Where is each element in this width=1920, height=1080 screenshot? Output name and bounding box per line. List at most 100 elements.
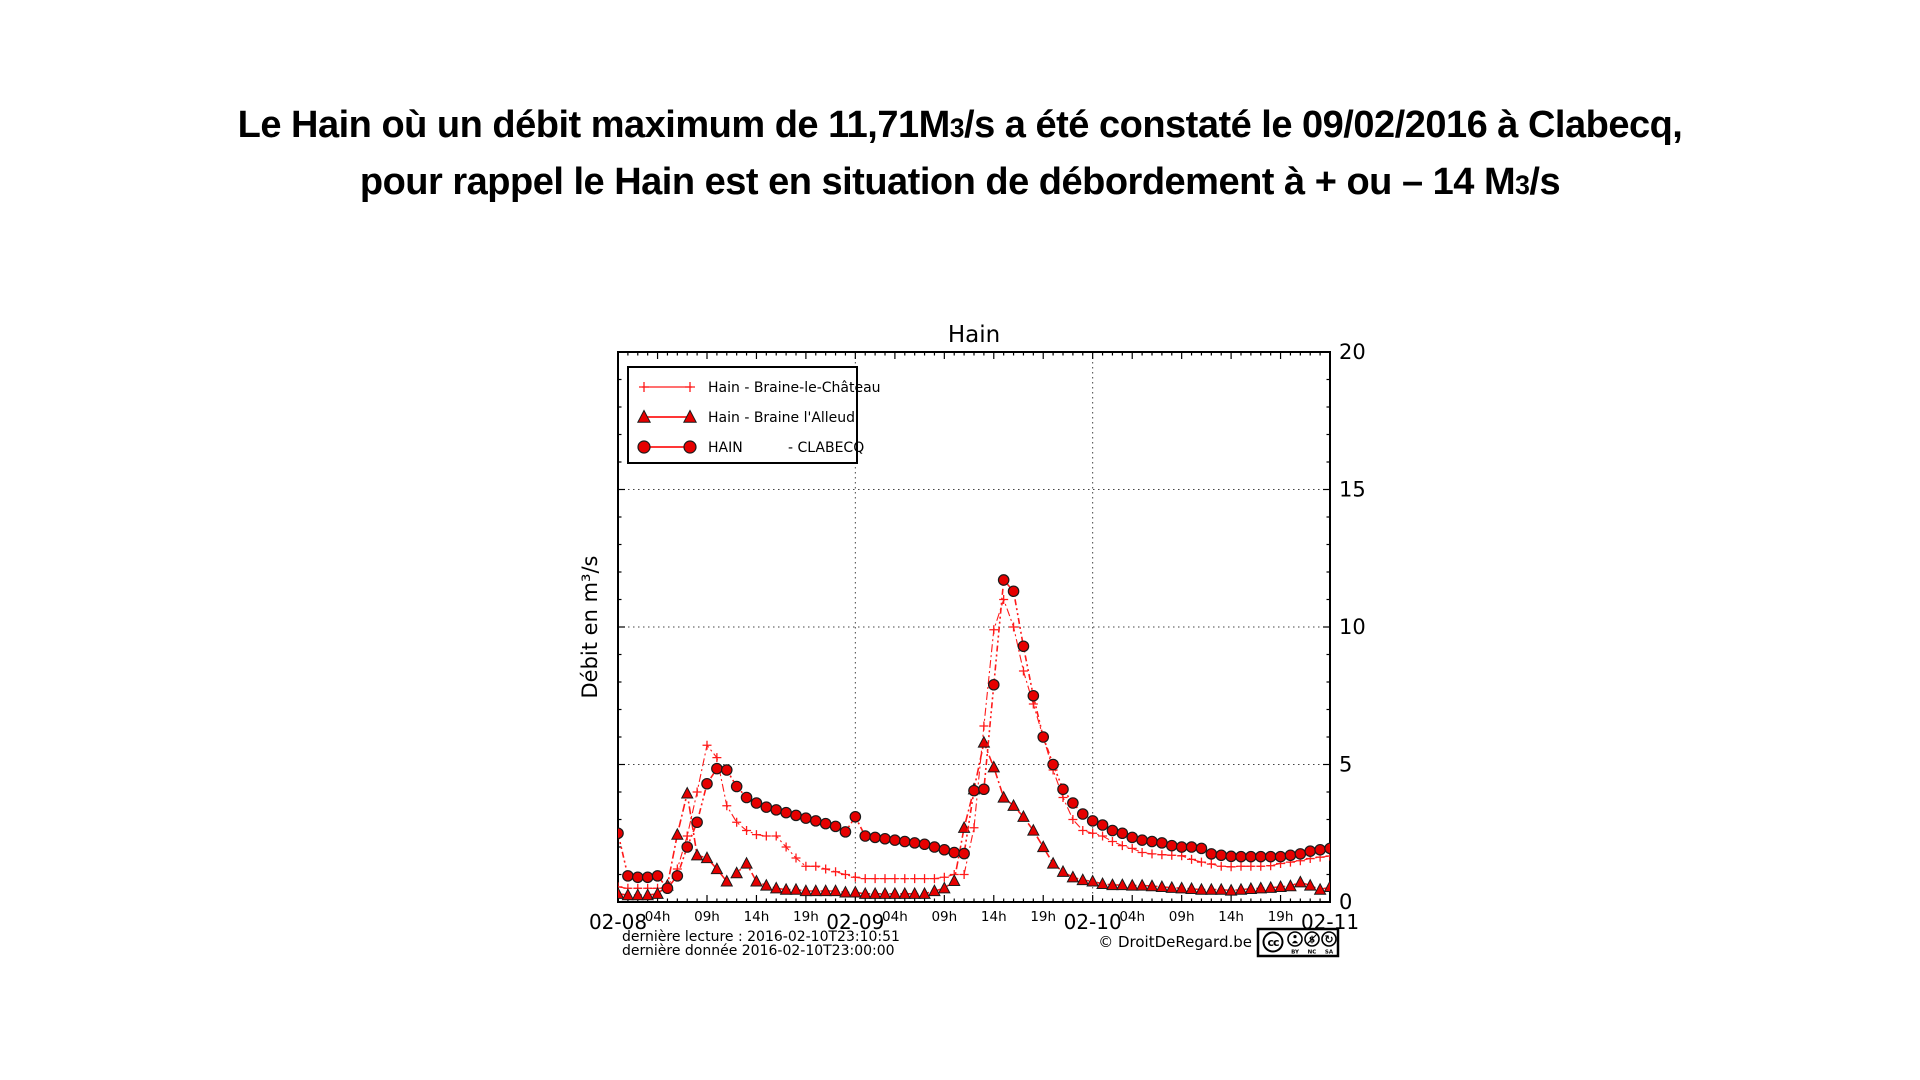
- circle-marker: [1264, 850, 1277, 863]
- x-day-label-02-09: 02-09: [826, 910, 884, 934]
- plus-marker: [821, 864, 831, 874]
- circle-marker: [1017, 640, 1030, 653]
- title-line1-text: Le Hain où un débit maximum de 11,71M: [237, 104, 951, 146]
- x-hour-label: 04h: [882, 909, 908, 925]
- triangle-marker: [631, 888, 645, 901]
- triangle-marker: [1234, 882, 1248, 895]
- triangle-marker: [710, 862, 724, 875]
- plus-marker: [1187, 854, 1197, 864]
- circle-marker: [1156, 837, 1168, 849]
- plus-marker: [761, 831, 771, 841]
- circle-marker: [889, 834, 901, 846]
- plus-marker: [1256, 861, 1266, 871]
- circle-marker: [1165, 839, 1178, 852]
- triangle-marker: [651, 886, 664, 899]
- plus-marker: [692, 787, 702, 797]
- triangle-marker: [888, 886, 902, 899]
- triangle-marker: [947, 873, 961, 886]
- circle-marker: [1106, 824, 1119, 837]
- sa-license-icon: [1321, 931, 1337, 947]
- circle-marker: [1007, 585, 1020, 598]
- triangle-marker: [680, 786, 694, 799]
- triangle-marker: [878, 886, 892, 899]
- circle-marker: [691, 816, 703, 829]
- circle-marker: [681, 841, 694, 853]
- circle-marker: [879, 832, 891, 845]
- triangle-marker: [670, 827, 684, 840]
- series-circle: [618, 574, 1330, 895]
- plus-marker: [1068, 815, 1078, 824]
- plus-marker: [1167, 850, 1177, 860]
- circle-marker: [809, 815, 822, 827]
- circle-marker: [859, 830, 872, 842]
- triangle-marker: [740, 856, 753, 869]
- plus-marker: [771, 831, 781, 841]
- circle-marker: [631, 871, 644, 884]
- plus-marker: [1107, 837, 1117, 846]
- triangle-marker: [937, 881, 951, 894]
- plus-marker: [811, 861, 821, 871]
- plus-marker: [929, 874, 939, 884]
- footer-last-read: dernière lecture : 2016-02-10T23:10:51: [622, 929, 900, 945]
- plus-marker: [1157, 850, 1167, 860]
- circle-marker: [1126, 831, 1139, 844]
- circle-marker: [978, 783, 990, 796]
- plus-marker: [742, 826, 752, 835]
- circle-marker: [1215, 849, 1228, 862]
- circle-marker: [1245, 850, 1257, 863]
- plus-marker: [910, 874, 920, 884]
- x-hour-label: 14h: [744, 909, 770, 925]
- plus-marker: [959, 870, 969, 879]
- circle-marker: [701, 777, 713, 790]
- plus-marker: [791, 853, 801, 863]
- footer-last-data: dernière donnée 2016-02-10T23:00:00: [622, 943, 895, 959]
- circle-marker: [829, 820, 842, 833]
- circle-marker: [618, 827, 624, 840]
- by-person-body: [1292, 940, 1298, 944]
- plus-marker: [860, 874, 870, 884]
- x-hour-label: 09h: [1169, 909, 1195, 925]
- circle-marker: [968, 784, 980, 797]
- triangle-marker: [1293, 875, 1307, 888]
- triangle-marker: [621, 888, 635, 901]
- triangle-marker: [997, 790, 1011, 803]
- circle-marker: [1027, 689, 1040, 702]
- y-tick-label-10: 10: [1339, 615, 1366, 639]
- circle-marker: [1294, 848, 1307, 860]
- circle-marker: [661, 882, 674, 895]
- plus-marker: [1216, 861, 1226, 871]
- plus-marker: [1196, 857, 1206, 867]
- circle-marker: [750, 797, 763, 809]
- triangle-marker: [1264, 880, 1278, 893]
- triangle-marker: [1076, 873, 1090, 886]
- triangle-marker: [1036, 840, 1050, 853]
- circle-marker: [1195, 842, 1208, 855]
- y-tick-label-20: 20: [1339, 340, 1366, 364]
- circle-marker: [987, 678, 1000, 691]
- chart-title: Hain: [948, 322, 1000, 348]
- plus-marker: [840, 870, 850, 879]
- x-hour-label: 14h: [1218, 909, 1244, 925]
- plus-marker: [890, 874, 900, 884]
- plus-marker: [1098, 831, 1108, 841]
- triangle-marker: [1086, 874, 1100, 887]
- triangle-marker: [1224, 883, 1238, 896]
- cc-logo-text: cc: [1267, 936, 1279, 949]
- x-day-label-02-08: 02-08: [589, 910, 647, 934]
- series-plus: [618, 595, 1330, 893]
- slide-title-line1: Le Hain où un débit maximum de 11,71M3/s…: [0, 98, 1920, 155]
- triangle-marker: [1125, 878, 1139, 891]
- plus-marker: [989, 625, 999, 635]
- circle-marker: [849, 810, 862, 823]
- triangle-marker: [1007, 798, 1020, 811]
- triangle-marker: [898, 886, 912, 899]
- circle-marker: [1146, 835, 1158, 848]
- x-hour-label: 14h: [981, 909, 1007, 925]
- plus-marker: [702, 740, 712, 750]
- triangle-marker: [618, 886, 625, 899]
- plus-marker: [801, 861, 811, 871]
- triangle-marker: [700, 851, 714, 864]
- plus-marker: [751, 830, 761, 840]
- circle-marker: [1185, 841, 1198, 853]
- circle-marker: [898, 835, 911, 848]
